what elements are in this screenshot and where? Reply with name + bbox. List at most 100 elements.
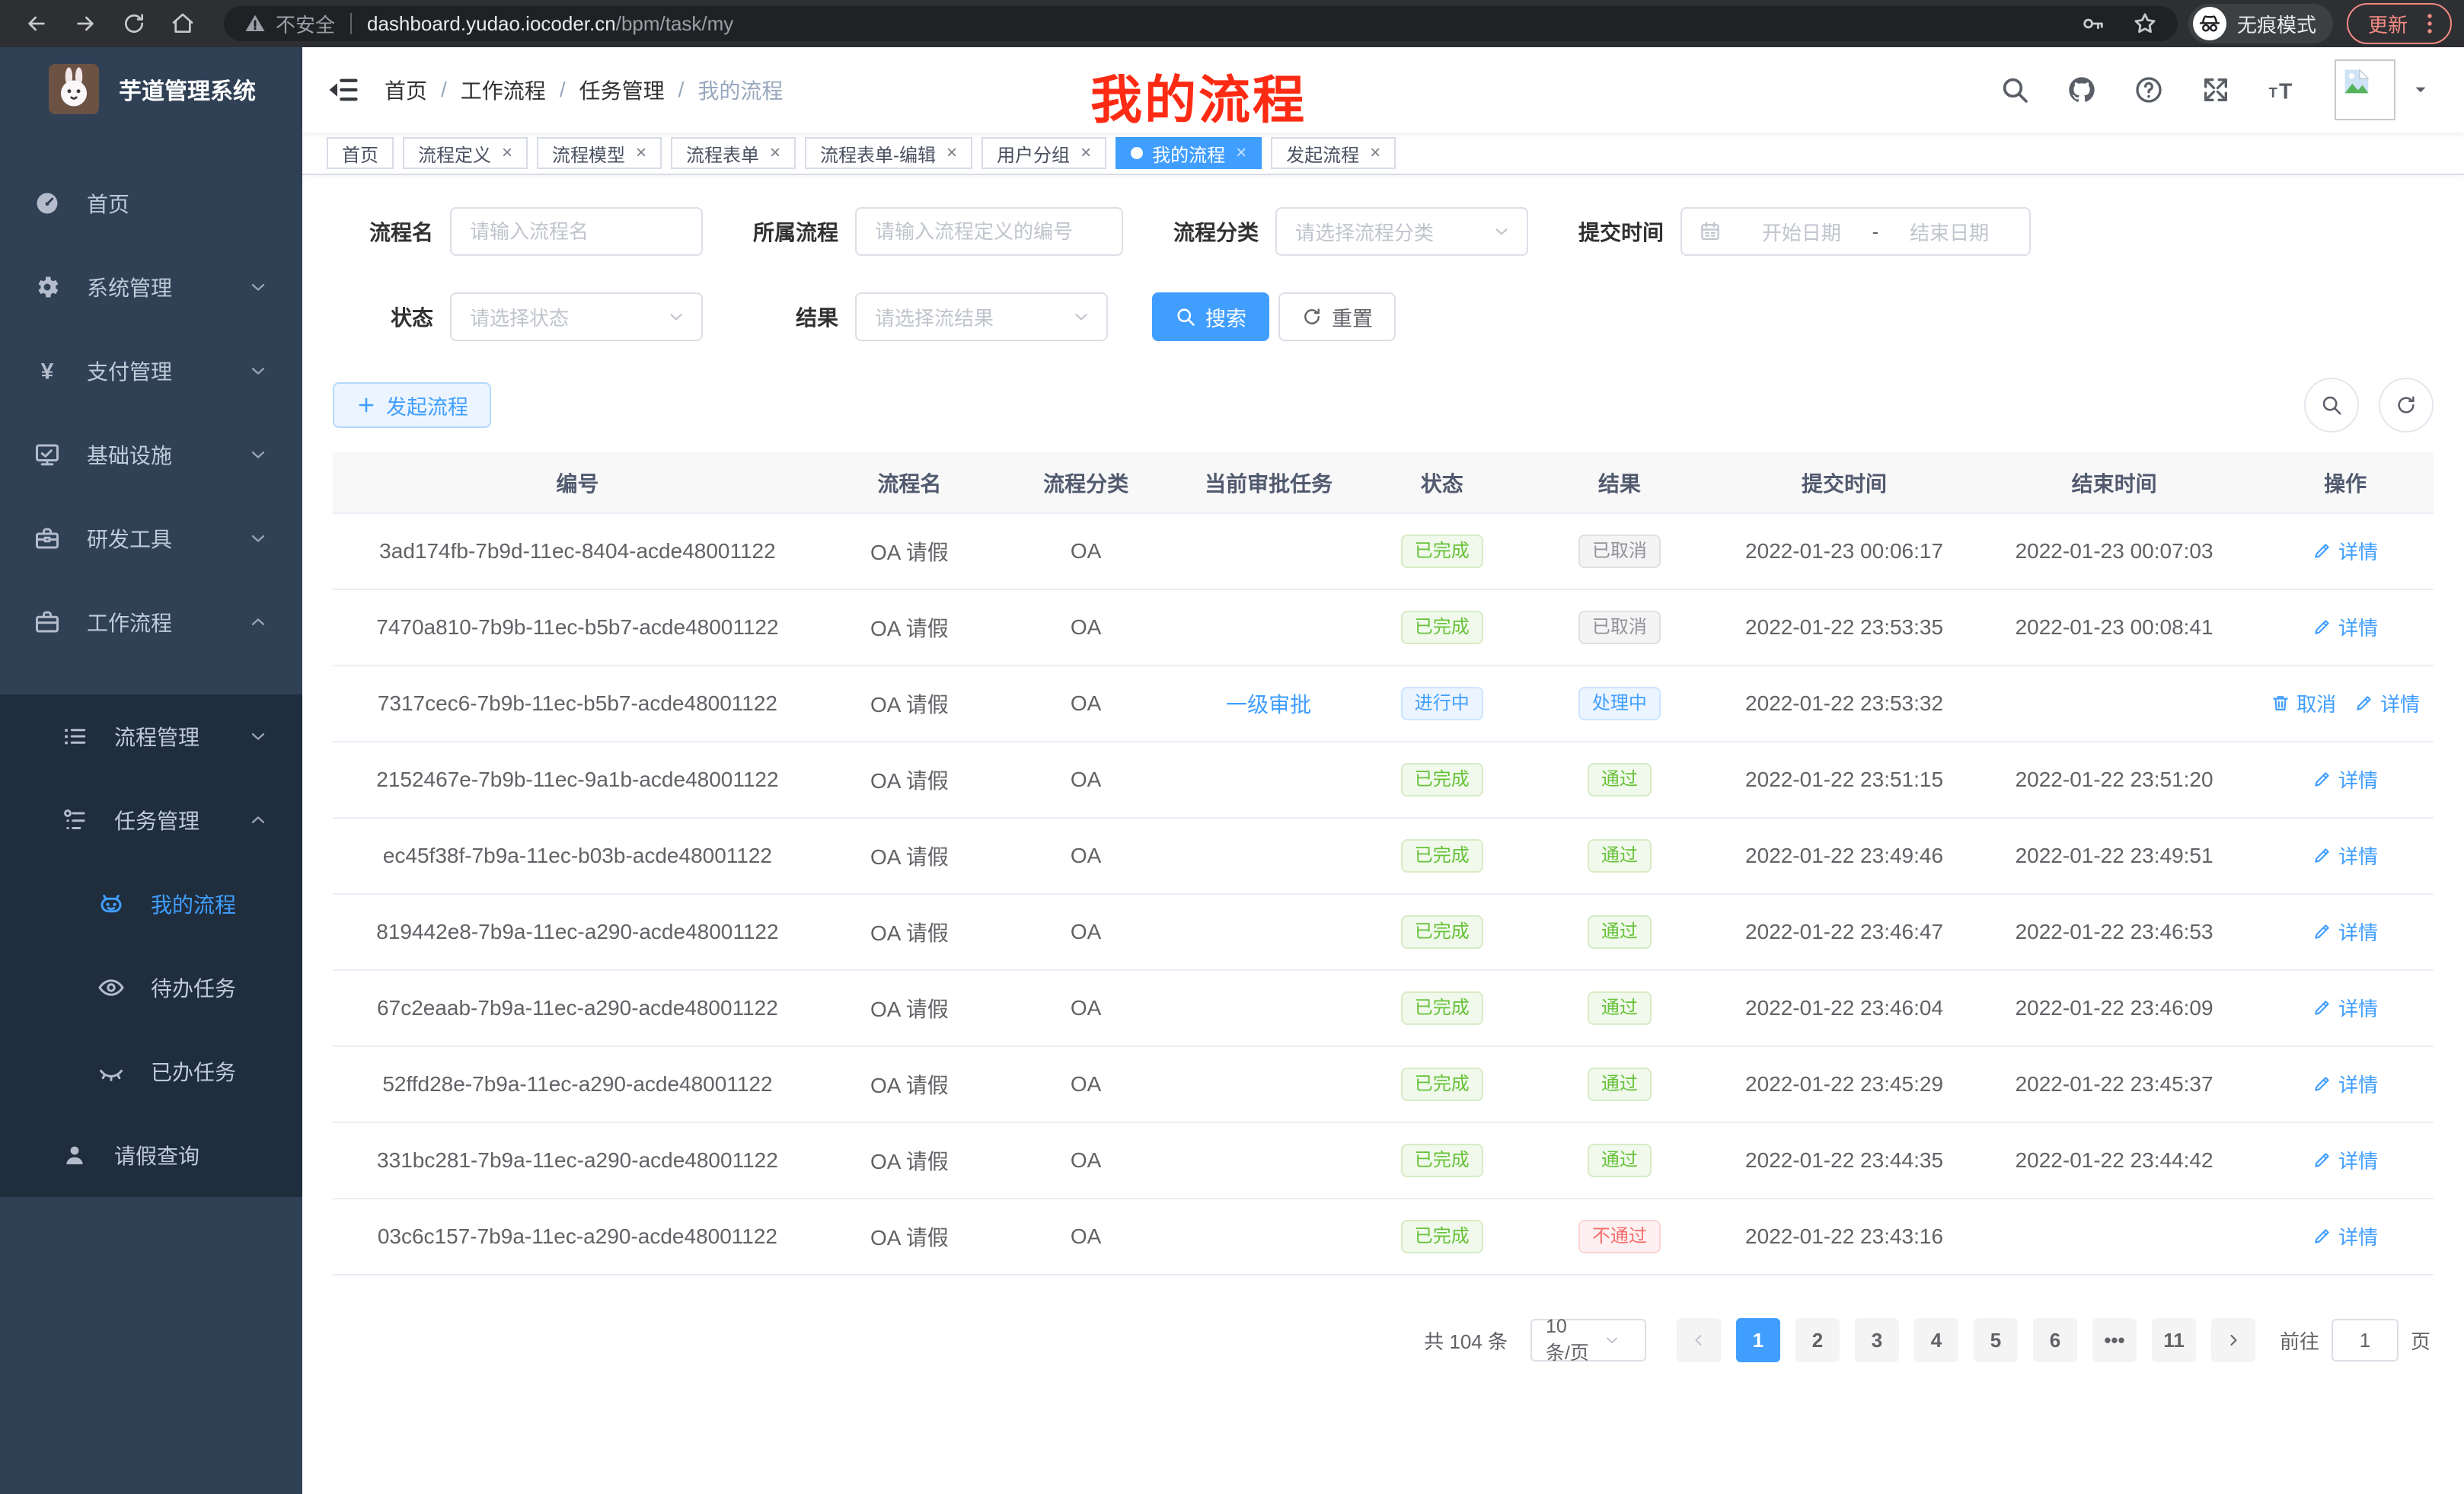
result-badge: 通过: [1587, 839, 1652, 873]
detail-action-link[interactable]: 详情: [2312, 613, 2378, 641]
breadcrumb-item[interactable]: 首页: [385, 79, 428, 103]
result-select[interactable]: 请选择流结果: [855, 292, 1108, 341]
security-label: 不安全: [276, 13, 336, 37]
process-definition-input[interactable]: [855, 207, 1123, 256]
next-page-button[interactable]: [2210, 1318, 2255, 1362]
tab-流程表单-编辑[interactable]: 流程表单-编辑 ×: [805, 137, 973, 169]
back-icon[interactable]: [20, 7, 53, 40]
breadcrumb: 首页 / 工作流程 / 任务管理 / 我的流程: [385, 75, 783, 105]
page-button-3[interactable]: 3: [1854, 1318, 1899, 1362]
url-bar[interactable]: 不安全 dashboard.yudao.iocoder.cn /bpm/task…: [224, 6, 2178, 41]
forward-icon[interactable]: [69, 7, 102, 40]
tab-发起流程[interactable]: 发起流程 ×: [1271, 137, 1396, 169]
page-button-6[interactable]: 6: [2032, 1318, 2077, 1362]
tab-我的流程[interactable]: 我的流程 ×: [1116, 137, 1262, 169]
cell-status: 已完成: [1361, 1122, 1522, 1199]
tab-首页[interactable]: 首页: [327, 137, 394, 169]
tab-流程表单[interactable]: 流程表单 ×: [671, 137, 796, 169]
tab-label: 流程表单: [686, 145, 760, 166]
toggle-search-button[interactable]: [2304, 378, 2359, 433]
page-jump-input[interactable]: [2331, 1319, 2399, 1362]
sidebar-item-done-task[interactable]: 已办任务: [0, 1030, 302, 1113]
reset-button[interactable]: 重置: [1278, 292, 1396, 341]
table-toolbar: 发起流程: [333, 378, 2434, 433]
sidebar-item-home[interactable]: 首页: [0, 161, 302, 245]
submit-time-range-picker[interactable]: 开始日期 - 结束日期: [1680, 207, 2031, 256]
detail-action-link[interactable]: 详情: [2312, 1222, 2378, 1250]
sidebar-item-leave-query[interactable]: 请假查询: [0, 1113, 302, 1197]
close-icon[interactable]: ×: [1236, 142, 1247, 163]
github-icon[interactable]: [2067, 75, 2097, 105]
avatar[interactable]: [2335, 59, 2395, 120]
sidebar-item-payment[interactable]: ¥ 支付管理: [0, 329, 302, 413]
close-icon[interactable]: ×: [1370, 142, 1381, 163]
search-icon[interactable]: [2000, 75, 2030, 105]
status-badge: 已完成: [1400, 763, 1483, 796]
sidebar-item-task-mgmt[interactable]: 任务管理: [0, 778, 302, 862]
refresh-table-button[interactable]: [2379, 378, 2434, 433]
cell-submit-time: 2022-01-22 23:49:46: [1717, 818, 1971, 895]
sidebar-item-process-mgmt[interactable]: 流程管理: [0, 694, 302, 778]
end-date-placeholder: 结束日期: [1910, 221, 1990, 244]
start-process-button[interactable]: 发起流程: [333, 382, 491, 428]
detail-action-link[interactable]: 详情: [2312, 841, 2378, 870]
table-row: 52ffd28e-7b9a-11ec-a290-acde48001122 OA 请…: [333, 1046, 2434, 1123]
reload-icon[interactable]: [117, 7, 151, 40]
breadcrumb-item[interactable]: 任务管理: [579, 79, 665, 103]
sidebar-item-system[interactable]: 系统管理: [0, 245, 302, 329]
close-icon[interactable]: ×: [770, 142, 781, 163]
detail-action-link[interactable]: 详情: [2312, 1146, 2378, 1174]
detail-action-link[interactable]: 详情: [2312, 994, 2378, 1022]
cell-status: 进行中: [1361, 666, 1522, 742]
sidebar-item-infra[interactable]: 基础设施: [0, 413, 302, 496]
current-task-link[interactable]: 一级审批: [1226, 693, 1312, 717]
pager-ellipsis[interactable]: •••: [2092, 1318, 2137, 1362]
browser-menu-icon[interactable]: [2417, 11, 2443, 37]
sidebar-toggle-icon[interactable]: [327, 74, 359, 106]
url-host: dashboard.yudao.iocoder.cn: [367, 11, 616, 35]
page-button-5[interactable]: 5: [1973, 1318, 2018, 1362]
page-unit: 页: [2410, 1330, 2430, 1353]
cancel-action-link[interactable]: 取消: [2271, 689, 2336, 717]
fullscreen-icon[interactable]: [2201, 75, 2231, 105]
detail-action-link[interactable]: 详情: [2312, 537, 2378, 565]
process-name-input[interactable]: [450, 207, 703, 256]
column-header: 状态: [1361, 452, 1522, 513]
sidebar-item-workflow[interactable]: 工作流程: [0, 580, 302, 664]
result-badge: 通过: [1587, 991, 1652, 1025]
update-button[interactable]: 更新: [2346, 3, 2452, 44]
search-button[interactable]: 搜索: [1152, 292, 1269, 341]
close-icon[interactable]: ×: [502, 142, 513, 163]
tab-流程定义[interactable]: 流程定义 ×: [403, 137, 528, 169]
bookmark-star-icon[interactable]: [2132, 11, 2158, 37]
page-button-1[interactable]: 1: [1735, 1318, 1780, 1362]
password-key-icon[interactable]: [2080, 11, 2106, 37]
tab-用户分组[interactable]: 用户分组 ×: [981, 137, 1107, 169]
breadcrumb-item[interactable]: 工作流程: [460, 79, 546, 103]
detail-action-link[interactable]: 详情: [2354, 689, 2420, 717]
sidebar-item-devtools[interactable]: 研发工具: [0, 496, 302, 580]
sidebar-item-todo-task[interactable]: 待办任务: [0, 946, 302, 1030]
category-select[interactable]: 请选择流程分类: [1275, 207, 1528, 256]
home-icon[interactable]: [166, 7, 199, 40]
page-button-11[interactable]: 11: [2151, 1318, 2196, 1362]
page-button-2[interactable]: 2: [1795, 1318, 1840, 1362]
detail-action-link[interactable]: 详情: [2312, 765, 2378, 793]
tabs-bar: 首页 流程定义 × 流程模型 × 流程表单 × 流程表单-编辑 × 用户分组 × 我的流程 × 发起流程 ×: [302, 132, 2464, 175]
detail-action-link[interactable]: 详情: [2312, 918, 2378, 946]
sidebar-item-my-process[interactable]: 我的流程: [0, 862, 302, 946]
close-icon[interactable]: ×: [1080, 142, 1092, 163]
close-icon[interactable]: ×: [946, 142, 958, 163]
cell-submit-time: 2022-01-22 23:45:29: [1717, 1046, 1971, 1123]
help-icon[interactable]: [2134, 75, 2164, 105]
page-size-select[interactable]: 10条/页: [1530, 1316, 1646, 1364]
tab-流程模型[interactable]: 流程模型 ×: [537, 137, 662, 169]
page-button-4[interactable]: 4: [1913, 1318, 1958, 1362]
close-icon[interactable]: ×: [636, 142, 647, 163]
avatar-caret-icon[interactable]: [2411, 80, 2430, 100]
incognito-badge: 无痕模式: [2188, 4, 2333, 43]
filter-result-label: 结果: [795, 306, 838, 330]
detail-action-link[interactable]: 详情: [2312, 1070, 2378, 1098]
status-select[interactable]: 请选择状态: [450, 292, 703, 341]
